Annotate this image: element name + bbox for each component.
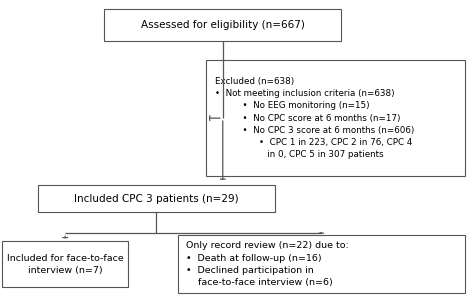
Text: Assessed for eligibility (n=667): Assessed for eligibility (n=667) xyxy=(141,20,305,30)
FancyBboxPatch shape xyxy=(104,9,341,41)
FancyBboxPatch shape xyxy=(38,185,275,212)
FancyBboxPatch shape xyxy=(178,235,465,293)
Text: Excluded (n=638)
•  Not meeting inclusion criteria (n=638)
          •  No EEG m: Excluded (n=638) • Not meeting inclusion… xyxy=(215,77,414,159)
FancyBboxPatch shape xyxy=(206,60,465,176)
Text: Included CPC 3 patients (n=29): Included CPC 3 patients (n=29) xyxy=(74,194,239,204)
FancyBboxPatch shape xyxy=(2,241,128,287)
Text: Only record review (n=22) due to:
•  Death at follow-up (n=16)
•  Declined parti: Only record review (n=22) due to: • Deat… xyxy=(186,241,349,287)
Text: Included for face-to-face
interview (n=7): Included for face-to-face interview (n=7… xyxy=(7,253,124,275)
